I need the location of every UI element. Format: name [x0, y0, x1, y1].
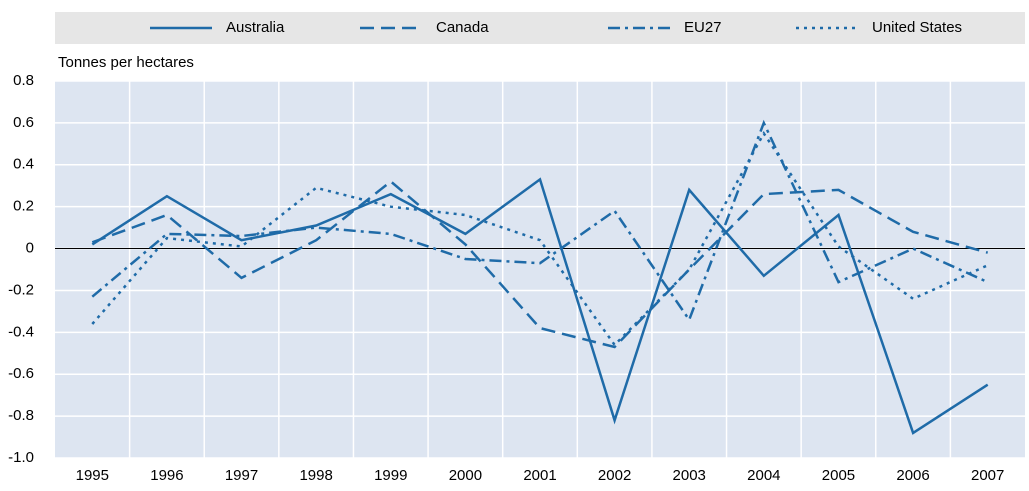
- y-tick-label: -0.4: [8, 323, 34, 340]
- x-tick-label: 2002: [598, 467, 631, 484]
- x-tick-label: 2005: [822, 467, 855, 484]
- y-tick-label: 0.8: [13, 72, 34, 89]
- y-tick-label: 0.4: [13, 156, 34, 173]
- plot-area: [55, 81, 1025, 458]
- x-tick-label: 1999: [374, 467, 407, 484]
- x-tick-label: 2007: [971, 467, 1004, 484]
- legend-label: United States: [872, 19, 962, 36]
- y-tick-label: 0: [26, 240, 34, 257]
- x-tick-label: 1997: [225, 467, 258, 484]
- y-axis-label: Tonnes per hectares: [58, 54, 194, 71]
- x-tick-label: 1995: [76, 467, 109, 484]
- legend-box: [55, 12, 1025, 44]
- legend-label: Australia: [226, 19, 285, 36]
- x-tick-label: 2006: [896, 467, 929, 484]
- x-tick-label: 2001: [523, 467, 556, 484]
- y-tick-label: 0.2: [13, 198, 34, 215]
- legend-label: EU27: [684, 19, 722, 36]
- y-tick-label: -0.8: [8, 407, 34, 424]
- legend-label: Canada: [436, 19, 489, 36]
- x-tick-label: 1998: [299, 467, 332, 484]
- series-line: [91, 130, 989, 347]
- series-line: [91, 177, 989, 435]
- x-tick-label: 2003: [673, 467, 706, 484]
- y-tick-label: -0.6: [8, 365, 34, 382]
- x-tick-label: 2000: [449, 467, 482, 484]
- series-line: [91, 179, 989, 349]
- y-tick-label: 0.6: [13, 114, 34, 131]
- y-tick-label: -1.0: [8, 449, 34, 466]
- y-tick-label: -0.2: [8, 281, 34, 298]
- series-line: [91, 119, 989, 323]
- x-tick-label: 1996: [150, 467, 183, 484]
- x-tick-label: 2004: [747, 467, 780, 484]
